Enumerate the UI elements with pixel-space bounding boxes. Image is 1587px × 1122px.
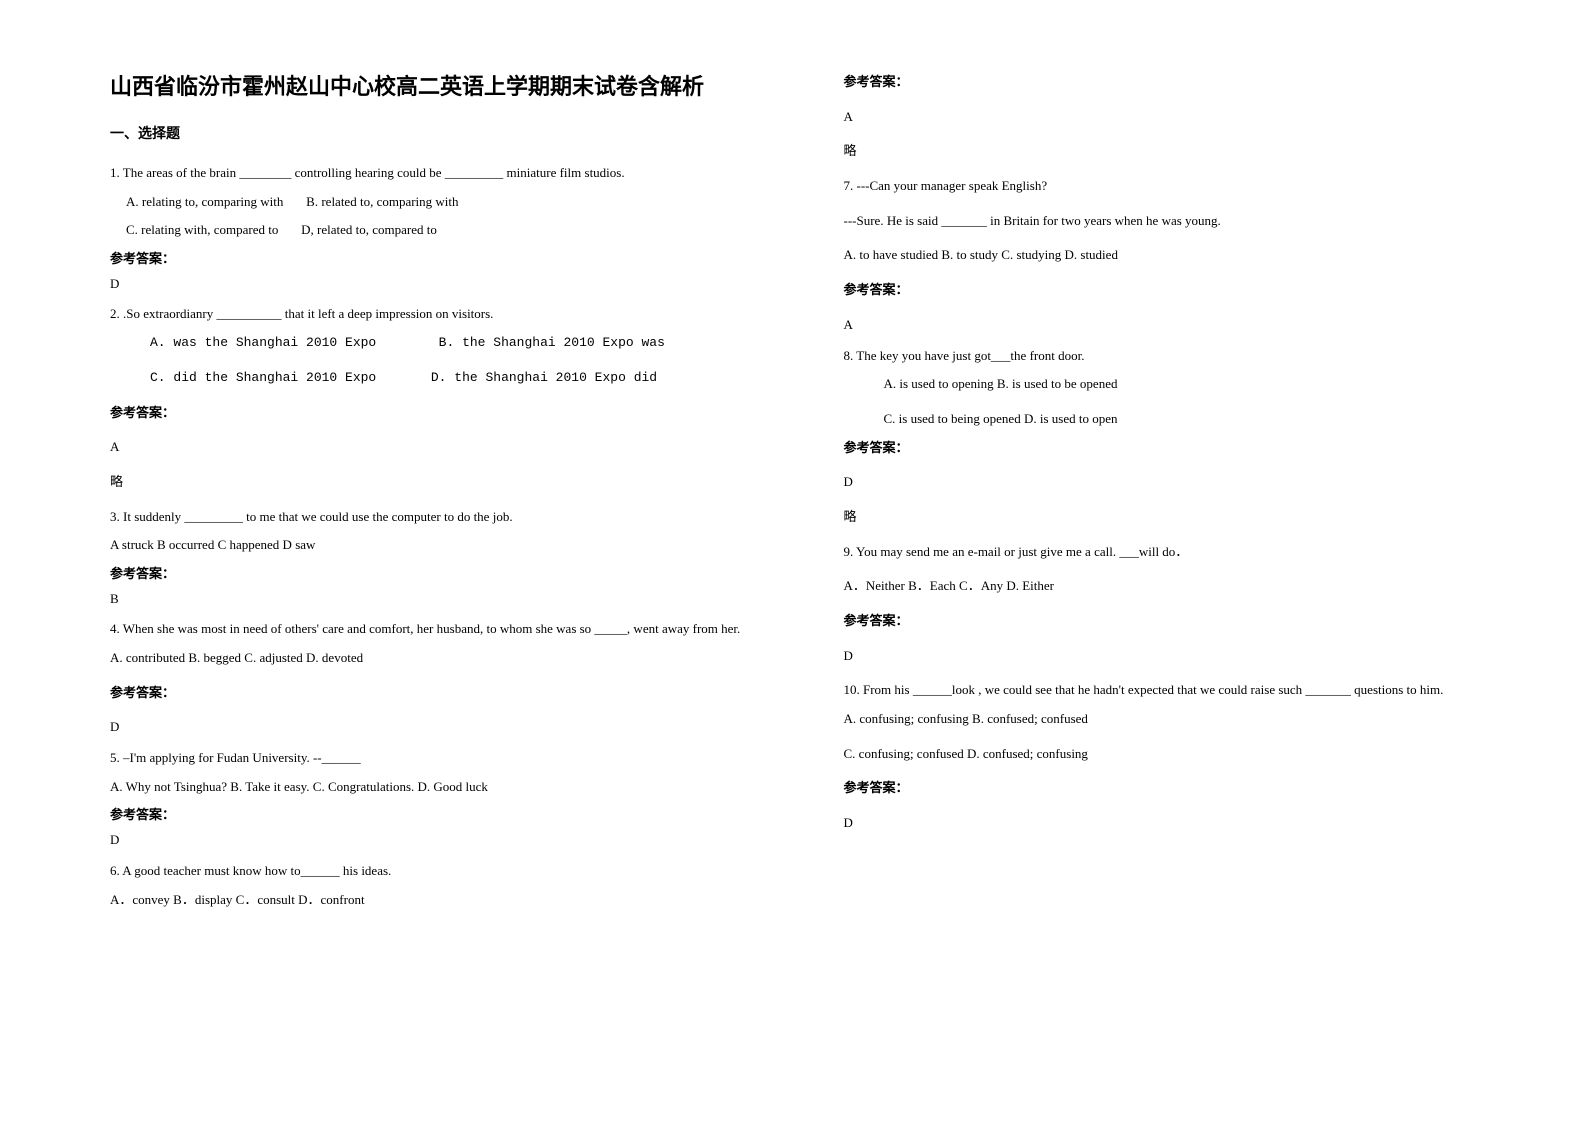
q2-oB: B. the Shanghai 2010 Expo was: [439, 335, 665, 350]
q6-ans-label: 参考答案：: [844, 70, 1498, 95]
q2-ans: A: [110, 435, 764, 460]
q6-text: 6. A good teacher must know how to______…: [110, 859, 764, 884]
q1-oA: A. relating to, comparing with: [110, 194, 283, 209]
q2-opts-row2: C. did the Shanghai 2010 Expo D. the Sha…: [110, 366, 764, 391]
q2-oD: D. the Shanghai 2010 Expo did: [431, 370, 657, 385]
q5-opts: A. Why not Tsinghua? B. Take it easy. C.…: [110, 775, 764, 800]
q4-ans: D: [110, 715, 764, 740]
q2-note: 略: [110, 470, 764, 495]
q8-ans: D: [844, 470, 1498, 495]
q8-text: 8. The key you have just got___the front…: [844, 344, 1498, 369]
q7-line1: 7. ---Can your manager speak English?: [844, 174, 1498, 199]
q2-ans-label: 参考答案：: [110, 401, 764, 426]
q1-oB: B. related to, comparing with: [306, 194, 458, 209]
q8-note: 略: [844, 505, 1498, 530]
q6-note: 略: [844, 139, 1498, 164]
q7-opts: A. to have studied B. to study C. studyi…: [844, 243, 1498, 268]
q1-opts-row1: A. relating to, comparing with B. relate…: [110, 190, 764, 215]
q2-oA: A. was the Shanghai 2010 Expo: [150, 335, 376, 350]
q10-ans-label: 参考答案：: [844, 776, 1498, 801]
q3-opts: A struck B occurred C happened D saw: [110, 533, 764, 558]
q5-ans: D: [110, 828, 764, 853]
q3-text: 3. It suddenly _________ to me that we c…: [110, 505, 764, 530]
q3-ans: B: [110, 587, 764, 612]
q9-opts: A．Neither B．Each C．Any D. Either: [844, 574, 1498, 599]
q6-ans: A: [844, 105, 1498, 130]
q4-ans-label: 参考答案：: [110, 681, 764, 706]
q7-line2: ---Sure. He is said _______ in Britain f…: [844, 209, 1498, 234]
q2-oC: C. did the Shanghai 2010 Expo: [150, 370, 376, 385]
exam-title: 山西省临汾市霍州赵山中心校高二英语上学期期末试卷含解析: [110, 70, 764, 103]
q8-ans-label: 参考答案：: [844, 436, 1498, 461]
q8-opts-row1: A. is used to opening B. is used to be o…: [844, 372, 1498, 397]
q2-text: 2. .So extraordianry __________ that it …: [110, 302, 764, 327]
q2-opts-row1: A. was the Shanghai 2010 Expo B. the Sha…: [110, 331, 764, 356]
q10-ans: D: [844, 811, 1498, 836]
q9-text: 9. You may send me an e-mail or just giv…: [844, 540, 1498, 565]
q3-ans-label: 参考答案：: [110, 562, 764, 587]
q10-opts-row2: C. confusing; confused D. confused; conf…: [844, 742, 1498, 767]
q10-opts-row1: A. confusing; confusing B. confused; con…: [844, 707, 1498, 732]
q4-text: 4. When she was most in need of others' …: [110, 617, 764, 642]
q7-ans-label: 参考答案：: [844, 278, 1498, 303]
q1-oD: D, related to, compared to: [301, 222, 437, 237]
q5-ans-label: 参考答案：: [110, 803, 764, 828]
q1-opts-row2: C. relating with, compared to D, related…: [110, 218, 764, 243]
q9-ans-label: 参考答案：: [844, 609, 1498, 634]
q10-text: 10. From his ______look , we could see t…: [844, 678, 1498, 703]
q6-opts: A．convey B．display C．consult D．confront: [110, 888, 764, 913]
q1-oC: C. relating with, compared to: [110, 222, 278, 237]
q9-ans: D: [844, 644, 1498, 669]
q8-opts-row2: C. is used to being opened D. is used to…: [844, 407, 1498, 432]
q1-ans: D: [110, 272, 764, 297]
q1-ans-label: 参考答案：: [110, 247, 764, 272]
q5-text: 5. –I'm applying for Fudan University. -…: [110, 746, 764, 771]
q1-text: 1. The areas of the brain ________ contr…: [110, 161, 764, 186]
q7-ans: A: [844, 313, 1498, 338]
q4-opts: A. contributed B. begged C. adjusted D. …: [110, 646, 764, 671]
section-header: 一、选择题: [110, 123, 764, 143]
